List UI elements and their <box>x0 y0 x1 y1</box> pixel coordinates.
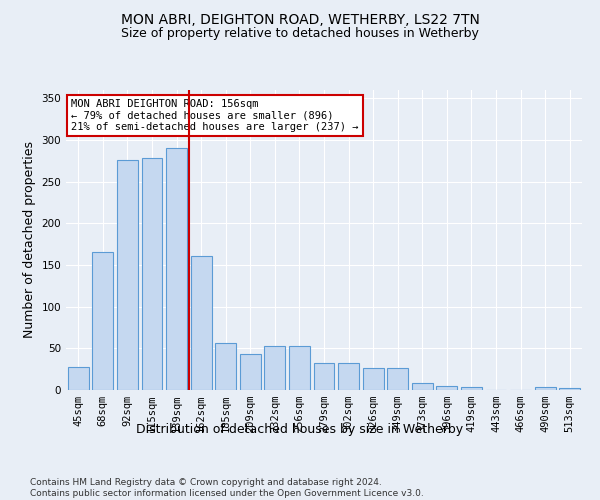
Bar <box>142 158 163 390</box>
Bar <box>436 386 457 390</box>
Bar <box>387 368 408 390</box>
Bar <box>166 148 187 390</box>
Bar <box>117 160 138 390</box>
Text: Contains HM Land Registry data © Crown copyright and database right 2024.
Contai: Contains HM Land Registry data © Crown c… <box>30 478 424 498</box>
Text: MON ABRI DEIGHTON ROAD: 156sqm
← 79% of detached houses are smaller (896)
21% of: MON ABRI DEIGHTON ROAD: 156sqm ← 79% of … <box>71 99 359 132</box>
Bar <box>215 342 236 390</box>
Bar <box>265 346 286 390</box>
Text: Size of property relative to detached houses in Wetherby: Size of property relative to detached ho… <box>121 28 479 40</box>
Bar <box>289 346 310 390</box>
Bar <box>92 252 113 390</box>
Bar <box>314 362 334 390</box>
Bar <box>68 366 89 390</box>
Bar <box>338 362 359 390</box>
Bar <box>412 382 433 390</box>
Text: MON ABRI, DEIGHTON ROAD, WETHERBY, LS22 7TN: MON ABRI, DEIGHTON ROAD, WETHERBY, LS22 … <box>121 12 479 26</box>
Y-axis label: Number of detached properties: Number of detached properties <box>23 142 36 338</box>
Text: Distribution of detached houses by size in Wetherby: Distribution of detached houses by size … <box>136 422 464 436</box>
Bar <box>535 386 556 390</box>
Bar <box>362 368 383 390</box>
Bar <box>240 354 261 390</box>
Bar <box>461 386 482 390</box>
Bar <box>559 388 580 390</box>
Bar <box>191 256 212 390</box>
